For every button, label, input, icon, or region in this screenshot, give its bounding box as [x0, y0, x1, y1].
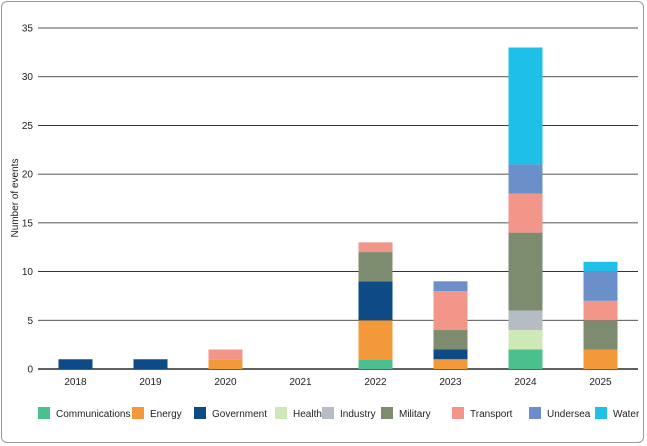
legend-swatch: [529, 407, 541, 419]
bar-segment-transport: [583, 300, 618, 321]
bar-segment-energy: [433, 359, 468, 369]
bar-segment-government: [433, 349, 468, 360]
bar-segment-government: [58, 359, 93, 369]
legend-label: Transport: [470, 409, 513, 420]
bar-segment-water: [583, 261, 618, 272]
bar-segment-government: [358, 281, 393, 321]
gridlines: [38, 27, 638, 370]
bar-segment-military: [508, 232, 543, 311]
legend-swatch: [132, 407, 144, 419]
y-axis-ticks: 0 5 10 15 20 25 30 35: [22, 24, 34, 376]
y-tick-label: 10: [22, 267, 34, 278]
y-tick-label: 15: [22, 218, 34, 229]
y-tick-label: 5: [27, 316, 33, 327]
legend-label: Military: [399, 409, 431, 420]
x-tick-label: 2022: [364, 377, 387, 388]
legend-swatch: [452, 407, 464, 419]
legend-swatch: [595, 407, 607, 419]
y-axis-label: Number of events: [10, 159, 21, 238]
bar-segment-military: [358, 252, 393, 282]
x-axis-ticks: 2018 2019 2020 2021 2022 2023 2024 2025: [64, 377, 612, 388]
legend: Communications Energy Government Health Indu…: [38, 407, 640, 420]
bar-segment-communications: [358, 359, 393, 369]
x-tick-label: 2018: [64, 377, 87, 388]
bar-segment-transport: [433, 291, 468, 331]
y-tick-label: 30: [22, 72, 34, 83]
bar-segment-water: [508, 47, 543, 165]
legend-swatch: [275, 407, 287, 419]
x-tick-label: 2020: [214, 377, 237, 388]
bar-segment-government: [133, 359, 168, 369]
bar-segment-communications: [508, 349, 543, 369]
x-tick-label: 2019: [139, 377, 162, 388]
y-tick-label: 20: [22, 170, 34, 181]
legend-swatch: [194, 407, 206, 419]
legend-swatch: [322, 407, 334, 419]
bar-segment-health: [508, 330, 543, 350]
bar-segment-undersea: [508, 164, 543, 194]
legend-label: Undersea: [547, 409, 591, 420]
x-tick-label: 2024: [514, 377, 537, 388]
bar-segment-transport: [208, 349, 243, 360]
bar-segment-undersea: [433, 281, 468, 292]
bars: [58, 47, 618, 369]
y-tick-label: 0: [27, 365, 33, 376]
legend-swatch: [381, 407, 393, 419]
bar-segment-military: [583, 320, 618, 350]
legend-label: Government: [212, 409, 267, 420]
legend-label: Water: [613, 409, 640, 420]
bar-segment-military: [433, 330, 468, 350]
legend-label: Communications: [56, 409, 130, 420]
legend-swatch: [38, 407, 50, 419]
y-tick-label: 25: [22, 121, 34, 132]
bar-segment-undersea: [583, 271, 618, 301]
bar-segment-industry: [508, 310, 543, 331]
bar-segment-energy: [358, 320, 393, 360]
bar-segment-energy: [583, 349, 618, 369]
bar-segment-transport: [508, 193, 543, 233]
legend-label: Energy: [150, 409, 182, 420]
legend-label: Health: [293, 409, 322, 420]
x-tick-label: 2023: [439, 377, 462, 388]
legend-label: Industry: [340, 409, 376, 420]
bar-segment-energy: [208, 359, 243, 369]
x-tick-label: 2025: [589, 377, 612, 388]
bar-segment-transport: [358, 242, 393, 253]
x-tick-label: 2021: [289, 377, 312, 388]
y-tick-label: 35: [22, 24, 34, 35]
